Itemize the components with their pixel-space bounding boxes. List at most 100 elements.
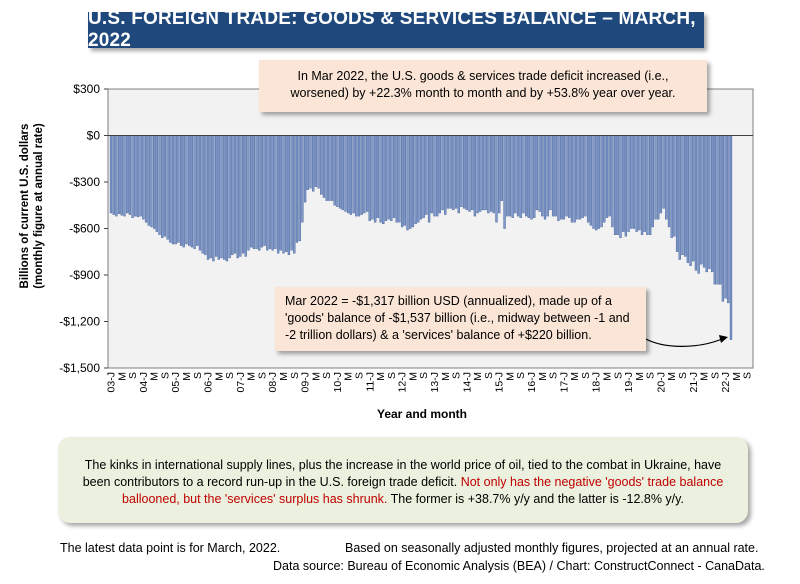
x-month-label: S (224, 372, 236, 379)
bar (700, 135, 703, 265)
commentary-highlight: Not only has the negative 'goods' trade … (122, 475, 724, 506)
bar (576, 135, 579, 220)
bar (716, 135, 719, 285)
bar (333, 135, 336, 206)
x-month-label: S (677, 372, 689, 379)
bar (508, 135, 512, 217)
bar (589, 135, 592, 226)
bar (560, 135, 563, 220)
x-year-label: 15-J (494, 372, 506, 392)
bar (134, 135, 137, 217)
x-month-label: M (213, 372, 225, 381)
bar (403, 135, 406, 226)
x-month-label: M (666, 372, 678, 381)
bar (282, 135, 285, 254)
bar (338, 135, 342, 209)
x-month-label: M (343, 372, 355, 381)
bar (188, 135, 191, 246)
bar (115, 135, 118, 217)
bar (616, 135, 619, 235)
x-month-label: S (451, 372, 463, 379)
bar (295, 135, 299, 243)
bar (392, 135, 396, 218)
bar (301, 135, 304, 223)
x-month-label: S (192, 372, 204, 379)
bar (665, 135, 668, 220)
bar (657, 135, 660, 220)
bar (546, 135, 549, 217)
bar (193, 135, 196, 249)
bar (495, 135, 498, 223)
bar (411, 135, 415, 228)
bar (147, 135, 150, 226)
bar (236, 135, 239, 259)
bar (161, 135, 164, 238)
y-axis-title-wrap: Billions of current U.S. dollars (monthl… (2, 120, 62, 320)
bar (479, 135, 482, 212)
x-month-label: M (310, 372, 322, 381)
x-month-label: M (537, 372, 549, 381)
x-month-label: S (257, 372, 269, 379)
x-month-label: S (548, 372, 560, 379)
callout-arrowhead (719, 335, 728, 343)
x-month-label: S (321, 372, 333, 379)
bar (414, 135, 417, 225)
bar (446, 135, 450, 209)
bar (355, 135, 358, 217)
bar (120, 135, 123, 216)
bar (306, 135, 309, 190)
bar (363, 135, 366, 214)
bar (570, 135, 574, 223)
x-year-label: 11-J (364, 372, 376, 392)
bar (484, 135, 487, 211)
bar (174, 135, 177, 245)
bar (608, 135, 611, 217)
x-month-label: S (483, 372, 495, 379)
bar (554, 135, 557, 217)
bar (155, 135, 158, 232)
bar (360, 135, 363, 215)
x-year-label: 04-J (138, 372, 150, 392)
bar (231, 135, 234, 256)
bar (444, 135, 447, 215)
y-tick-label: -$900 (69, 268, 100, 282)
bar (670, 135, 673, 238)
bar (214, 135, 218, 257)
commentary-text-end: The former is +38.7% y/y and the latter … (390, 492, 684, 506)
bar (285, 135, 288, 252)
bar (675, 135, 679, 252)
bar (638, 135, 641, 231)
bar (241, 135, 245, 254)
bar (627, 135, 630, 232)
bar (530, 135, 533, 220)
bar (481, 135, 485, 211)
bar (298, 135, 301, 242)
bar (209, 135, 212, 259)
bar (136, 135, 140, 218)
bar-series (109, 135, 733, 340)
x-year-label: 16-J (526, 372, 538, 392)
x-year-label: 06-J (203, 372, 215, 392)
bar (648, 135, 652, 235)
bar (729, 135, 733, 340)
x-month-label: M (505, 372, 517, 381)
bar (228, 135, 231, 259)
x-month-label: M (699, 372, 711, 381)
x-year-label: 18-J (591, 372, 603, 392)
bar (223, 135, 226, 260)
bar (374, 135, 377, 223)
bar (341, 135, 344, 211)
bar (131, 135, 134, 218)
bar (330, 135, 334, 201)
x-year-label: 17-J (558, 372, 570, 392)
bar (662, 135, 665, 209)
bar (686, 135, 690, 263)
x-month-label: S (645, 372, 657, 379)
bar (217, 135, 220, 260)
bar (535, 135, 539, 211)
bar (406, 135, 409, 231)
x-month-label: M (246, 372, 258, 381)
bar (263, 135, 266, 246)
bar (592, 135, 595, 229)
bar (169, 135, 172, 243)
